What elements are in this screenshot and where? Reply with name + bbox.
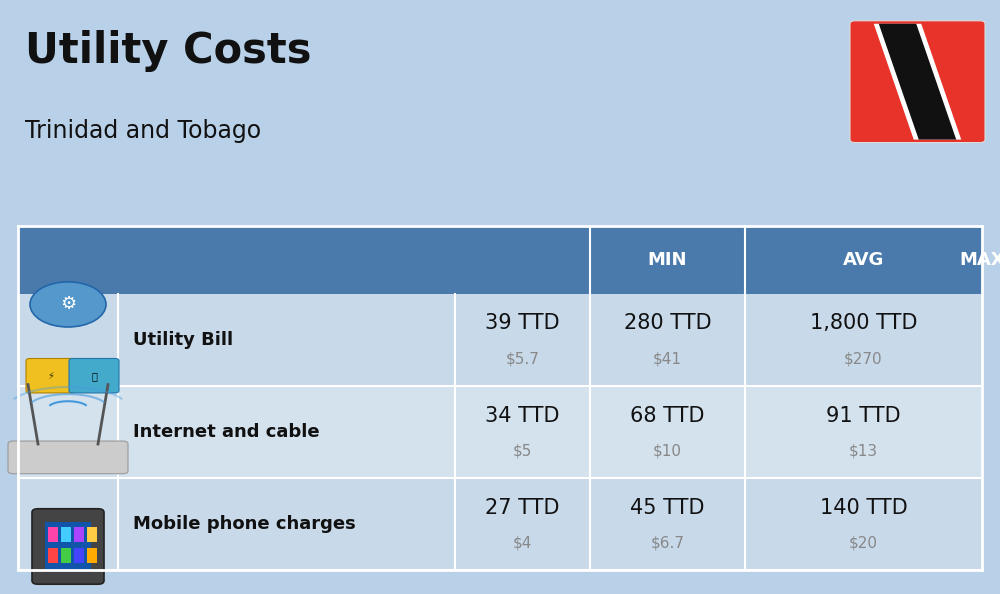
Bar: [74, 527, 84, 542]
Text: $5: $5: [513, 444, 532, 459]
Text: $13: $13: [849, 444, 878, 459]
FancyBboxPatch shape: [32, 508, 104, 584]
Polygon shape: [879, 24, 956, 140]
Text: 1,800 TTD: 1,800 TTD: [810, 314, 917, 333]
Circle shape: [30, 282, 106, 327]
Bar: [61, 548, 71, 563]
Text: 45 TTD: 45 TTD: [630, 498, 705, 517]
Text: $4: $4: [513, 536, 532, 551]
Text: Utility Bill: Utility Bill: [133, 331, 233, 349]
Text: 34 TTD: 34 TTD: [485, 406, 560, 425]
Text: 280 TTD: 280 TTD: [624, 314, 711, 333]
Text: 91 TTD: 91 TTD: [826, 406, 901, 425]
Polygon shape: [874, 24, 961, 140]
Bar: [45, 522, 91, 570]
FancyBboxPatch shape: [850, 21, 985, 143]
Bar: [61, 527, 71, 542]
Bar: [48, 548, 58, 563]
Text: 39 TTD: 39 TTD: [485, 314, 560, 333]
Text: ⚙: ⚙: [60, 295, 76, 314]
Text: $20: $20: [849, 536, 878, 551]
Text: Mobile phone charges: Mobile phone charges: [133, 515, 356, 533]
Bar: [48, 527, 58, 542]
Bar: [87, 548, 97, 563]
Text: Internet and cable: Internet and cable: [133, 423, 320, 441]
Text: $5.7: $5.7: [506, 352, 539, 366]
FancyBboxPatch shape: [8, 441, 128, 474]
Bar: [87, 527, 97, 542]
Text: 27 TTD: 27 TTD: [485, 498, 560, 517]
Text: 140 TTD: 140 TTD: [820, 498, 907, 517]
Text: AVG: AVG: [843, 251, 884, 269]
Text: 68 TTD: 68 TTD: [630, 406, 705, 425]
Bar: [18, 478, 982, 570]
Bar: [18, 226, 982, 294]
Text: MIN: MIN: [648, 251, 687, 269]
Text: $6.7: $6.7: [650, 536, 684, 551]
Text: ⚡: ⚡: [48, 371, 54, 381]
Text: Utility Costs: Utility Costs: [25, 30, 312, 72]
Text: $270: $270: [844, 352, 883, 366]
Text: $41: $41: [653, 352, 682, 366]
Bar: [74, 548, 84, 563]
Text: MAX: MAX: [959, 251, 1000, 269]
Bar: [18, 386, 982, 478]
Text: Trinidad and Tobago: Trinidad and Tobago: [25, 119, 261, 143]
FancyBboxPatch shape: [26, 359, 76, 393]
FancyBboxPatch shape: [69, 359, 119, 393]
Text: $10: $10: [653, 444, 682, 459]
Bar: [18, 294, 982, 386]
Text: 💧: 💧: [91, 371, 97, 381]
